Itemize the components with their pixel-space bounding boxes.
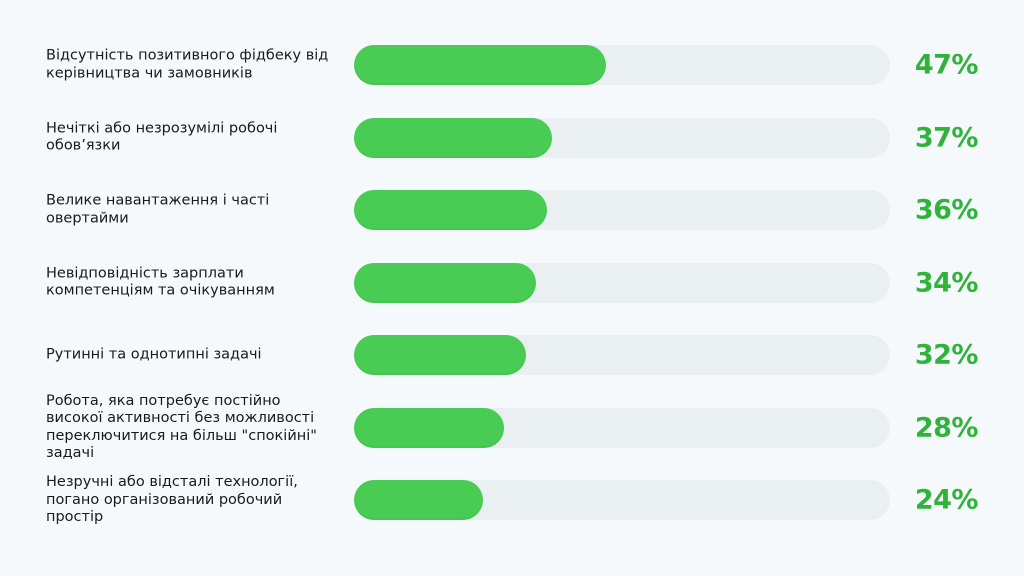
- category-label: Рутинні та однотипні задачі: [46, 346, 262, 363]
- bar-fill: [354, 45, 606, 85]
- bar-track: [354, 480, 890, 520]
- category-label: Робота, яка потребує постійно високої ак…: [46, 392, 317, 462]
- bar-fill: [354, 407, 505, 448]
- bar-fill: [354, 335, 526, 375]
- category-label: Незручні або відсталі технології, погано…: [46, 473, 298, 525]
- bar-row: Велике навантаження і часті овертайми 36%: [0, 190, 1024, 230]
- bar-row: Нечіткі або незрозумілі робочі обов’язки…: [0, 117, 1024, 158]
- bar-track: [354, 335, 890, 375]
- bar-fill: [354, 262, 537, 303]
- bar-row: Незручні або відсталі технології, погано…: [0, 474, 1024, 525]
- category-label: Невідповідність зарплати компетенціям та…: [46, 265, 275, 299]
- bar-track: [354, 262, 890, 303]
- category-label: Нечіткі або незрозумілі робочі обов’язки: [46, 120, 278, 154]
- bar-row: Робота, яка потребує постійно високої ак…: [0, 393, 1024, 462]
- value-label: 28%: [914, 412, 979, 443]
- category-label: Велике навантаження і часті овертайми: [46, 192, 270, 227]
- bar-row: Невідповідність зарплати компетенціям та…: [0, 262, 1024, 303]
- value-label: 37%: [914, 122, 979, 153]
- bar-track: [354, 407, 890, 448]
- bar-row: Рутинні та однотипні задачі 32%: [0, 335, 1024, 375]
- value-label: 47%: [914, 49, 979, 81]
- bar-fill: [354, 190, 547, 230]
- value-label: 34%: [914, 267, 979, 298]
- bar-row: Відсутність позитивного фідбеку від кері…: [0, 45, 1024, 85]
- value-label: 32%: [914, 339, 979, 371]
- bar-fill: [354, 480, 483, 520]
- bar-track: [354, 117, 890, 158]
- category-label: Відсутність позитивного фідбеку від кері…: [46, 47, 329, 82]
- bar-track: [354, 45, 890, 85]
- value-label: 24%: [914, 484, 979, 516]
- bar-fill: [354, 117, 553, 158]
- bar-track: [354, 190, 890, 230]
- value-label: 36%: [914, 194, 979, 226]
